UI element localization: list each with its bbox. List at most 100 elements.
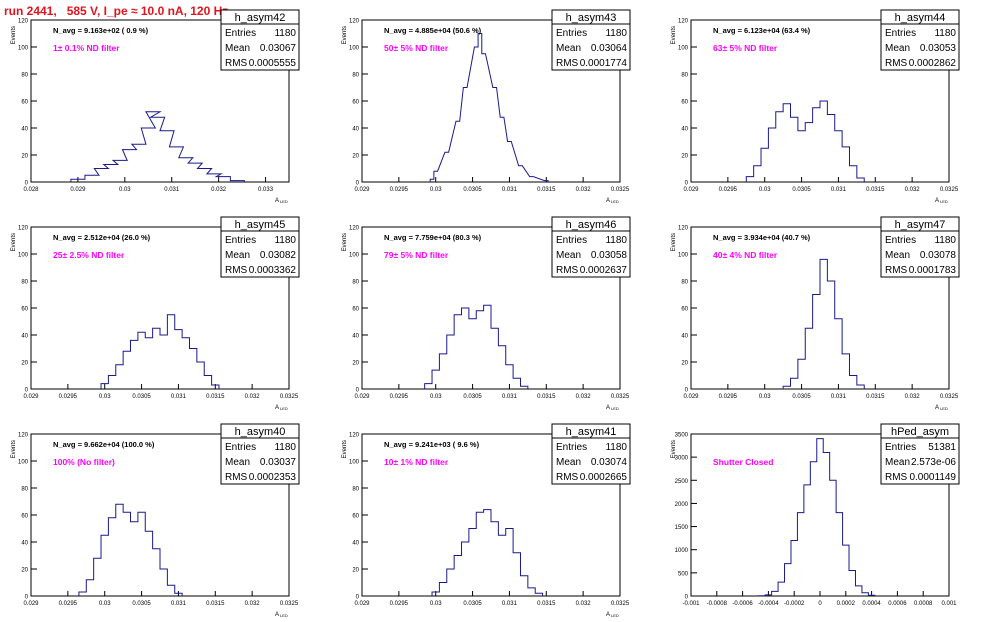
h_asym44-stats-key: Entries: [885, 28, 916, 39]
hPed_asym-stats-title: hPed_asym: [891, 426, 949, 438]
h_asym43-ytick-label: 20: [352, 154, 359, 160]
h_asym47-stats-value: 0.03078: [920, 250, 957, 261]
h_asym46-stats-key: Mean: [556, 250, 581, 261]
hPed_asym-xtick-label: 0.0008: [914, 601, 933, 607]
h_asym46-stats-key: RMS: [556, 265, 579, 276]
h_asym47-ytick-label: 60: [681, 307, 688, 313]
hPed_asym-stats-value: 51381: [928, 442, 956, 453]
h_asym44-stats-box: [880, 9, 960, 71]
h_asym43-xtick-label: 0.031: [502, 187, 518, 193]
h_asym42-xtick-label: 0.029: [70, 187, 86, 193]
h_asym40-ytick-label: 80: [21, 487, 28, 493]
h_asym42-ytick-label: 120: [18, 19, 29, 25]
h_asym43-ytick-label: 120: [349, 19, 360, 25]
h_asym45-ytick-label: 20: [21, 361, 28, 367]
hPed_asym-filter-label: Shutter Closed: [713, 457, 773, 467]
h_asym42-stats-title: h_asym42: [235, 12, 286, 24]
h_asym41-xlabel-sub: LED: [611, 613, 619, 618]
hPed_asym-xtick-label: -0.0002: [784, 601, 805, 607]
h_asym43-ytick-label: 80: [352, 73, 359, 79]
h_asym46-xtick-label: 0.0305: [463, 394, 482, 400]
h_asym41-stats-value: 0.03074: [591, 457, 628, 468]
h_asym43-xtick-label: 0.0295: [390, 187, 409, 193]
hPed_asym-xtick-label: 0.0004: [862, 601, 881, 607]
h_asym40-filter-label: 100% (No filter): [53, 457, 115, 467]
h_asym45-stats-value: 0.03082: [260, 250, 297, 261]
h_asym44-stats-title: h_asym44: [895, 12, 946, 24]
h_asym46-ytick-label: 40: [352, 334, 359, 340]
h_asym41-xtick-label: 0.032: [576, 601, 592, 607]
h_asym40-ylabel: Events: [11, 440, 17, 458]
h_asym44-ytick-label: 80: [681, 73, 688, 79]
h_asym46-ytick-label: 60: [352, 307, 359, 313]
h_asym45-stats-value: 0.0003362: [249, 265, 297, 276]
h_asym46-xlabel-sub: LED: [611, 406, 619, 411]
h_asym43-stats-box: [551, 9, 631, 71]
hPed_asym-stats-key: RMS: [885, 472, 908, 483]
h_asym43-ytick-label: 100: [349, 46, 360, 52]
h_asym40-xtick-label: 0.0315: [206, 601, 225, 607]
hPed_asym-xtick-label: -0.0004: [758, 601, 779, 607]
h_asym40-ytick-label: 20: [21, 568, 28, 574]
h_asym43-stats-key: Mean: [556, 43, 581, 54]
h_asym43-stats-value: 0.0001774: [580, 58, 628, 69]
hPed_asym-ytick-label: 500: [678, 571, 689, 577]
h_asym45-xlabel: A: [275, 405, 279, 411]
h_asym40-stats-box: [220, 423, 300, 485]
h_asym40-stats-value: 0.03037: [260, 457, 297, 468]
h_asym41-histogram: [431, 509, 544, 596]
h_asym44-xtick-label: 0.0325: [940, 187, 959, 193]
h_asym46-stats-value: 1180: [605, 235, 627, 246]
h_asym45-navg-label: N_avg = 2.512e+04 (26.0 %): [53, 233, 151, 242]
h_asym47-ytick-label: 120: [678, 226, 689, 232]
h_asym42-stats-key: Entries: [225, 28, 256, 39]
h_asym45-ytick-label: 120: [18, 226, 29, 232]
hPed_asym-xtick-label: 0.0002: [837, 601, 856, 607]
h_asym47-stats-key: RMS: [885, 265, 908, 276]
hPed_asym-xtick-label: 0.0006: [888, 601, 907, 607]
h_asym40-stats-key: Mean: [225, 457, 250, 468]
h_asym40-stats-key: RMS: [225, 472, 248, 483]
h_asym40-xtick-label: 0.031: [171, 601, 187, 607]
h_asym41-stats-box: [551, 423, 631, 485]
h_asym47-stats-value: 1180: [934, 235, 956, 246]
h_asym45-xtick-label: 0.032: [245, 394, 261, 400]
h_asym44-xtick-label: 0.0305: [792, 187, 811, 193]
h_asym44-ylabel: Events: [671, 26, 677, 44]
h_asym42-filter-label: 1± 0.1% ND filter: [53, 43, 120, 53]
h_asym46-stats-title: h_asym46: [566, 219, 617, 231]
h_asym44-stats-key: Mean: [885, 43, 910, 54]
hPed_asym-xtick-label: 0.001: [941, 601, 957, 607]
h_asym41-ytick-label: 120: [349, 433, 360, 439]
h_asym45-ytick-label: 0: [25, 388, 29, 394]
hPed_asym-stats-value: 0.0001149: [909, 472, 956, 483]
h_asym41-filter-label: 10± 1% ND filter: [384, 457, 449, 467]
h_asym40-xtick-label: 0.0295: [59, 601, 78, 607]
h_asym42-histogram: [70, 111, 245, 182]
h_asym47-xtick-label: 0.0295: [719, 394, 738, 400]
hPed_asym-stats-key: Mean: [885, 457, 910, 468]
h_asym45-ylabel: Events: [11, 233, 17, 251]
h_asym45-ytick-label: 100: [18, 253, 29, 259]
hPed_asym-ytick-label: 2000: [675, 502, 689, 508]
h_asym44-xlabel: A: [935, 198, 939, 204]
h_asym45-xtick-label: 0.031: [171, 394, 187, 400]
h_asym40-xtick-label: 0.03: [99, 601, 111, 607]
h_asym46-xtick-label: 0.03: [430, 394, 442, 400]
h_asym41-ytick-label: 60: [352, 514, 359, 520]
h_asym46-xtick-label: 0.0325: [611, 394, 630, 400]
h_asym47-xtick-label: 0.0305: [792, 394, 811, 400]
h_asym42-stats-value: 0.0005555: [249, 58, 297, 69]
h_asym43-xtick-label: 0.0315: [537, 187, 556, 193]
h_asym47-navg-label: N_avg = 3.934e+04 (40.7 %): [713, 233, 811, 242]
h_asym47-xtick-label: 0.031: [831, 394, 847, 400]
h_asym41-xtick-label: 0.029: [354, 601, 370, 607]
h_asym45-stats-key: RMS: [225, 265, 248, 276]
h_asym43-xtick-label: 0.0305: [463, 187, 482, 193]
h_asym43-filter-label: 50± 5% ND filter: [384, 43, 449, 53]
h_asym45-ytick-label: 80: [21, 280, 28, 286]
h_asym45-stats-value: 1180: [274, 235, 296, 246]
h_asym42-xtick-label: 0.03: [119, 187, 131, 193]
h_asym45-histogram: [100, 314, 220, 389]
h_asym43-histogram: [429, 33, 549, 182]
